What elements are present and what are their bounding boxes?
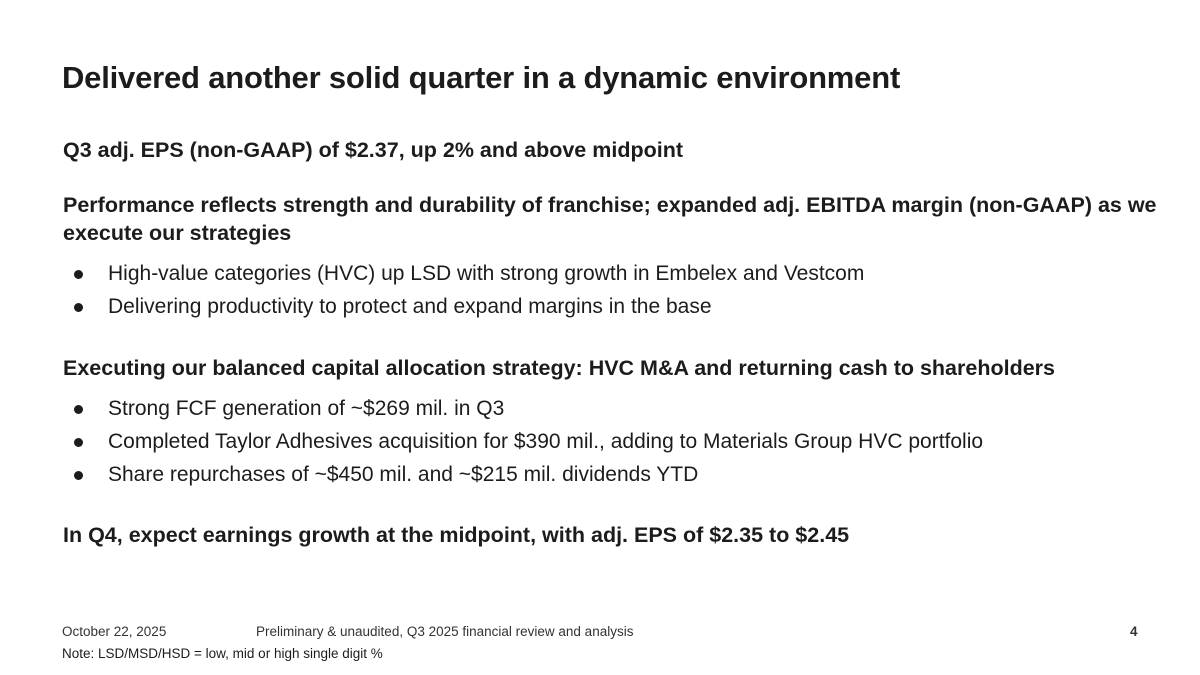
footer-note: Note: LSD/MSD/HSD = low, mid or high sin… [62, 646, 383, 661]
bullet-text: Completed Taylor Adhesives acquisition f… [108, 430, 984, 453]
bullet-list: Strong FCF generation of ~$269 mil. in Q… [63, 392, 1183, 491]
section-heading: Q3 adj. EPS (non-GAAP) of $2.37, up 2% a… [63, 138, 683, 162]
bullet-item: Strong FCF generation of ~$269 mil. in Q… [63, 392, 1183, 425]
section-q4-outlook: In Q4, expect earnings growth at the mid… [63, 521, 1183, 549]
bullet-text: Share repurchases of ~$450 mil. and ~$21… [108, 463, 699, 486]
bullet-list: High-value categories (HVC) up LSD with … [63, 257, 1183, 323]
bullet-text: High-value categories (HVC) up LSD with … [108, 262, 865, 285]
bullet-text: Strong FCF generation of ~$269 mil. in Q… [108, 397, 505, 420]
bullet-dot-icon [74, 270, 83, 279]
slide-content: Q3 adj. EPS (non-GAAP) of $2.37, up 2% a… [63, 136, 1183, 549]
bullet-dot-icon [74, 438, 83, 447]
footer-description: Preliminary & unaudited, Q3 2025 financi… [256, 624, 634, 639]
bullet-dot-icon [74, 303, 83, 312]
bullet-item: Completed Taylor Adhesives acquisition f… [63, 425, 1183, 458]
bullet-text: Delivering productivity to protect and e… [108, 295, 712, 318]
section-heading: In Q4, expect earnings growth at the mid… [63, 523, 850, 547]
slide-title: Delivered another solid quarter in a dyn… [62, 60, 901, 95]
bullet-dot-icon [74, 405, 83, 414]
bullet-dot-icon [74, 471, 83, 480]
footer-date: October 22, 2025 [62, 624, 167, 639]
page-number: 4 [1130, 624, 1138, 639]
bullet-item: Share repurchases of ~$450 mil. and ~$21… [63, 458, 1183, 491]
section-performance: Performance reflects strength and durabi… [63, 191, 1183, 323]
bullet-item: High-value categories (HVC) up LSD with … [63, 257, 1183, 290]
section-heading: Executing our balanced capital allocatio… [63, 356, 1055, 380]
section-heading: Performance reflects strength and durabi… [63, 193, 1157, 245]
section-capital-allocation: Executing our balanced capital allocatio… [63, 354, 1183, 491]
section-eps: Q3 adj. EPS (non-GAAP) of $2.37, up 2% a… [63, 136, 1183, 164]
bullet-item: Delivering productivity to protect and e… [63, 290, 1183, 323]
